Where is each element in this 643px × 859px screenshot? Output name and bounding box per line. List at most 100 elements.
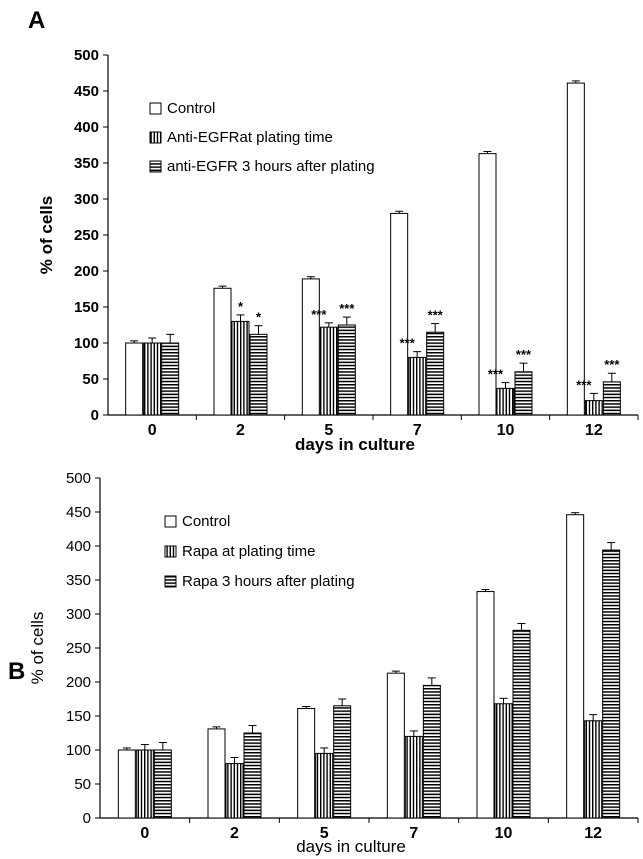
panel-a-bar bbox=[213, 287, 232, 416]
panel-a-y-tick-label: 150 bbox=[74, 299, 99, 316]
panel-a-legend-label: anti-EGFR 3 hours after plating bbox=[167, 158, 375, 175]
panel-a-significance: * bbox=[238, 299, 244, 314]
panel-b-bar bbox=[315, 752, 334, 819]
panel-a-y-axis-title: % of cells bbox=[37, 196, 56, 274]
panel-a-bar bbox=[125, 342, 144, 416]
panel-a-bar bbox=[602, 381, 621, 416]
panel-a-y-tick-label: 300 bbox=[74, 191, 99, 208]
panel-b-bar bbox=[584, 720, 603, 819]
panel-b-legend-label: Rapa at plating time bbox=[182, 543, 315, 560]
panel-b-x-tick-label: 10 bbox=[495, 825, 513, 842]
panel-a-significance: *** bbox=[400, 336, 416, 351]
panel-a-legend-swatch bbox=[149, 131, 162, 144]
panel-b-y-tick-label: 150 bbox=[66, 708, 91, 725]
panel-a-legend-label: Anti-EGFRat plating time bbox=[167, 129, 333, 146]
panel-b-x-tick-label: 12 bbox=[584, 825, 602, 842]
panel-a-y-tick-label: 50 bbox=[82, 371, 99, 388]
panel-b-y-axis-title: % of cells bbox=[28, 612, 47, 685]
panel-b-bar bbox=[494, 703, 513, 819]
panel-a-bar bbox=[426, 331, 445, 416]
panel-b-bar bbox=[566, 514, 585, 819]
panel-b-y-tick-label: 200 bbox=[66, 674, 91, 691]
panel-a-legend-label: Control bbox=[167, 100, 215, 117]
panel-b-bar bbox=[297, 708, 316, 819]
panel-b-y-tick-label: 100 bbox=[66, 742, 91, 759]
panel-b-x-tick-label: 0 bbox=[140, 825, 149, 842]
panel-b-x-tick-label: 5 bbox=[320, 825, 329, 842]
panel-b-legend-swatch bbox=[164, 515, 177, 528]
panel-a-x-tick-label: 5 bbox=[324, 422, 333, 439]
panel-a-bar bbox=[143, 342, 162, 416]
panel-b-y-tick-label: 0 bbox=[83, 810, 91, 827]
panel-a-legend-swatch bbox=[149, 102, 162, 115]
panel-a-x-tick-label: 10 bbox=[497, 422, 515, 439]
panel-b-bar bbox=[333, 705, 352, 819]
panel-a-bar bbox=[408, 356, 427, 416]
panel-a-y-tick-label: 200 bbox=[74, 263, 99, 280]
panel-b-legend-swatch bbox=[164, 545, 177, 558]
panel-b-y-tick-label: 300 bbox=[66, 606, 91, 623]
panel-b-x-tick-label: 2 bbox=[230, 825, 239, 842]
panel-a-x-tick-label: 7 bbox=[413, 422, 422, 439]
panel-b-bar bbox=[153, 749, 172, 819]
panel-b-y-tick-label: 500 bbox=[66, 470, 91, 487]
panel-b-y-tick-label: 400 bbox=[66, 538, 91, 555]
panel-b-legend-label: Control bbox=[182, 513, 230, 530]
panel-a-bar bbox=[231, 320, 250, 416]
panel-a-bar bbox=[566, 82, 585, 416]
panel-a-significance: *** bbox=[488, 367, 504, 382]
panel-a-x-axis-title: days in culture bbox=[295, 435, 415, 454]
panel-b-bar bbox=[602, 549, 621, 819]
panel-a-y-tick-label: 350 bbox=[74, 155, 99, 172]
panel-a-significance: *** bbox=[339, 301, 355, 316]
panel-a-y-tick-label: 0 bbox=[91, 407, 99, 424]
panel-b: B 0 50 100 150 200 250 300 350 400 450 500 0 2 5 7 10 12%… bbox=[8, 470, 639, 856]
panel-b-bar bbox=[243, 732, 262, 819]
panel-a-y-tick-label: 450 bbox=[74, 83, 99, 100]
panel-b-label: B bbox=[8, 658, 25, 685]
panel-b-y-tick-label: 350 bbox=[66, 572, 91, 589]
panel-b-bar bbox=[512, 629, 531, 819]
panel-a-y-tick-label: 500 bbox=[74, 47, 99, 64]
panel-a-bar bbox=[337, 324, 356, 416]
panel-b-legend-swatch bbox=[164, 575, 177, 588]
panel-a-x-tick-label: 2 bbox=[236, 422, 245, 439]
panel-a-bar bbox=[319, 326, 338, 416]
panel-a-y-tick-label: 100 bbox=[74, 335, 99, 352]
panel-a-x-tick-label: 12 bbox=[585, 422, 603, 439]
panel-a-label: A bbox=[28, 7, 45, 34]
panel-b-bar bbox=[225, 763, 244, 819]
panel-a-significance: *** bbox=[516, 347, 532, 362]
panel-a-significance: *** bbox=[428, 308, 444, 323]
panel-a-bar bbox=[584, 400, 603, 416]
panel-a-y-tick-label: 400 bbox=[74, 119, 99, 136]
panel-a-legend-swatch bbox=[149, 160, 162, 173]
panel-a-significance: *** bbox=[311, 307, 327, 322]
panel-b-bar bbox=[422, 684, 441, 819]
panel-b-bar bbox=[476, 591, 495, 819]
panel-a-significance: * bbox=[256, 310, 262, 325]
panel-b-bar bbox=[207, 728, 226, 819]
panel-a-y-tick-label: 250 bbox=[74, 227, 99, 244]
panel-a-bar bbox=[496, 387, 515, 416]
panel-b-bar bbox=[135, 749, 154, 819]
panel-a-significance: *** bbox=[576, 377, 592, 392]
panel-b-x-axis-title: days in culture bbox=[296, 837, 406, 856]
panel-b-y-tick-label: 250 bbox=[66, 640, 91, 657]
panel-b-bar bbox=[386, 672, 405, 819]
panel-b-y-tick-label: 50 bbox=[74, 776, 91, 793]
panel-b-bar bbox=[404, 735, 423, 819]
panel-a: A 0 50 100 150 200 250 300 350 400 450 500 0 2 5 7 10 12%… bbox=[28, 7, 639, 454]
panel-b-y-tick-label: 450 bbox=[66, 504, 91, 521]
panel-b-legend-label: Rapa 3 hours after plating bbox=[182, 573, 355, 590]
panel-a-bar bbox=[161, 342, 180, 416]
panel-a-bar bbox=[301, 278, 320, 416]
panel-b-bar bbox=[117, 749, 136, 819]
panel-a-x-tick-label: 0 bbox=[148, 422, 157, 439]
panel-a-bar bbox=[249, 333, 268, 416]
panel-b-x-tick-label: 7 bbox=[409, 825, 418, 842]
panel-a-significance: *** bbox=[604, 357, 620, 372]
panel-a-bar bbox=[390, 212, 409, 416]
panel-a-bar bbox=[514, 371, 533, 416]
